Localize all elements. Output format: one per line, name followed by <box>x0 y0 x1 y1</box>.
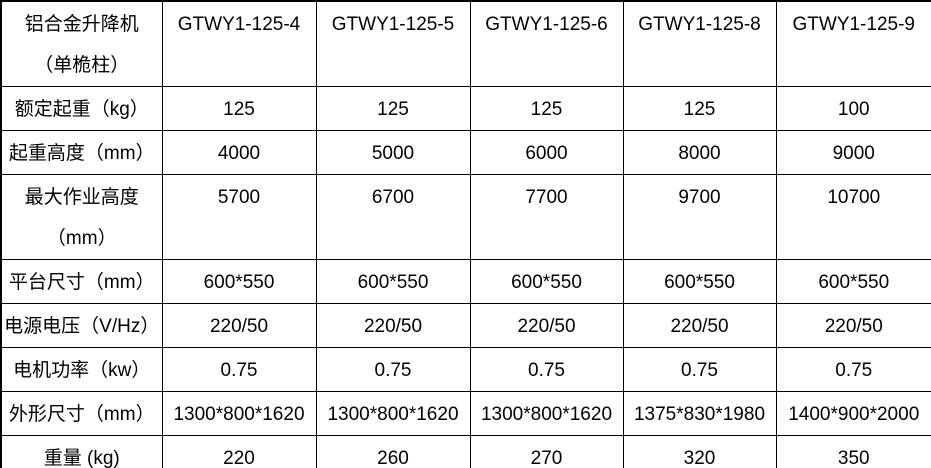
value-cell: 0.75 <box>775 347 931 392</box>
value-cell: 600*550 <box>775 259 931 304</box>
model-header-cell: GTWY1-125-9 <box>775 0 931 87</box>
table-row-weight: 重量 (kg) 220 260 270 320 350 <box>0 435 931 468</box>
product-name-line1: 铝合金升降机 <box>24 14 139 35</box>
row-label-cell: 重量 (kg) <box>0 435 163 468</box>
value-cell: 100 <box>775 86 931 131</box>
value-cell: 6000 <box>469 130 624 175</box>
row-label-cell: 外形尺寸（mm） <box>0 391 163 436</box>
value-cell: 4000 <box>161 130 317 175</box>
table-row-lift-height: 起重高度（mm） 4000 5000 6000 8000 9000 <box>0 130 931 175</box>
value-cell: 260 <box>315 435 471 468</box>
value-cell: 220/50 <box>315 303 471 348</box>
product-name-line2: （单桅柱） <box>34 55 130 76</box>
model-header-cell: GTWY1-125-8 <box>622 0 777 87</box>
value-cell: 8000 <box>622 130 777 175</box>
value-cell: 125 <box>315 86 471 131</box>
value-cell: 600*550 <box>622 259 777 304</box>
model-header-cell: GTWY1-125-4 <box>161 0 317 87</box>
table-row-power-voltage: 电源电压（V/Hz） 220/50 220/50 220/50 220/50 2… <box>0 303 931 348</box>
row-label-line2: （mm） <box>46 228 117 249</box>
value-cell: 7700 <box>469 174 624 260</box>
table-header-row: 铝合金升降机 （单桅柱） GTWY1-125-4 GTWY1-125-5 GTW… <box>0 0 931 87</box>
value-cell: 10700 <box>775 174 931 260</box>
value-cell: 1375*830*1980 <box>622 391 777 436</box>
value-cell: 350 <box>775 435 931 468</box>
table-row-rated-load: 额定起重（kg） 125 125 125 125 100 <box>0 86 931 131</box>
value-cell: 1300*800*1620 <box>161 391 317 436</box>
value-cell: 125 <box>622 86 777 131</box>
value-cell: 5000 <box>315 130 471 175</box>
value-cell: 125 <box>469 86 624 131</box>
value-cell: 220/50 <box>161 303 317 348</box>
value-cell: 600*550 <box>315 259 471 304</box>
value-cell: 600*550 <box>161 259 317 304</box>
model-header-cell: GTWY1-125-6 <box>469 0 624 87</box>
row-label-cell: 电机功率（kw） <box>0 347 163 392</box>
row-label-cell: 电源电压（V/Hz） <box>0 303 163 348</box>
value-cell: 9000 <box>775 130 931 175</box>
model-header-cell: GTWY1-125-5 <box>315 0 471 87</box>
value-cell: 9700 <box>622 174 777 260</box>
table-row-platform-size: 平台尺寸（mm） 600*550 600*550 600*550 600*550… <box>0 259 931 304</box>
value-cell: 1300*800*1620 <box>469 391 624 436</box>
table-row-motor-power: 电机功率（kw） 0.75 0.75 0.75 0.75 0.75 <box>0 347 931 392</box>
value-cell: 220/50 <box>622 303 777 348</box>
value-cell: 0.75 <box>161 347 317 392</box>
value-cell: 125 <box>161 86 317 131</box>
table-row-max-working-height: 最大作业高度 （mm） 5700 6700 7700 9700 10700 <box>0 174 931 260</box>
value-cell: 0.75 <box>469 347 624 392</box>
value-cell: 220/50 <box>775 303 931 348</box>
value-cell: 0.75 <box>315 347 471 392</box>
value-cell: 320 <box>622 435 777 468</box>
row-label-line1: 最大作业高度 <box>24 187 139 208</box>
value-cell: 270 <box>469 435 624 468</box>
corner-product-cell: 铝合金升降机 （单桅柱） <box>0 0 163 87</box>
row-label-cell: 起重高度（mm） <box>0 130 163 175</box>
value-cell: 6700 <box>315 174 471 260</box>
value-cell: 600*550 <box>469 259 624 304</box>
value-cell: 5700 <box>161 174 317 260</box>
value-cell: 1400*900*2000 <box>775 391 931 436</box>
table-row-overall-size: 外形尺寸（mm） 1300*800*1620 1300*800*1620 130… <box>0 391 931 436</box>
row-label-cell: 平台尺寸（mm） <box>0 259 163 304</box>
value-cell: 220/50 <box>469 303 624 348</box>
value-cell: 1300*800*1620 <box>315 391 471 436</box>
value-cell: 220 <box>161 435 317 468</box>
row-label-cell: 额定起重（kg） <box>0 86 163 131</box>
value-cell: 0.75 <box>622 347 777 392</box>
row-label-cell: 最大作业高度 （mm） <box>0 174 163 260</box>
